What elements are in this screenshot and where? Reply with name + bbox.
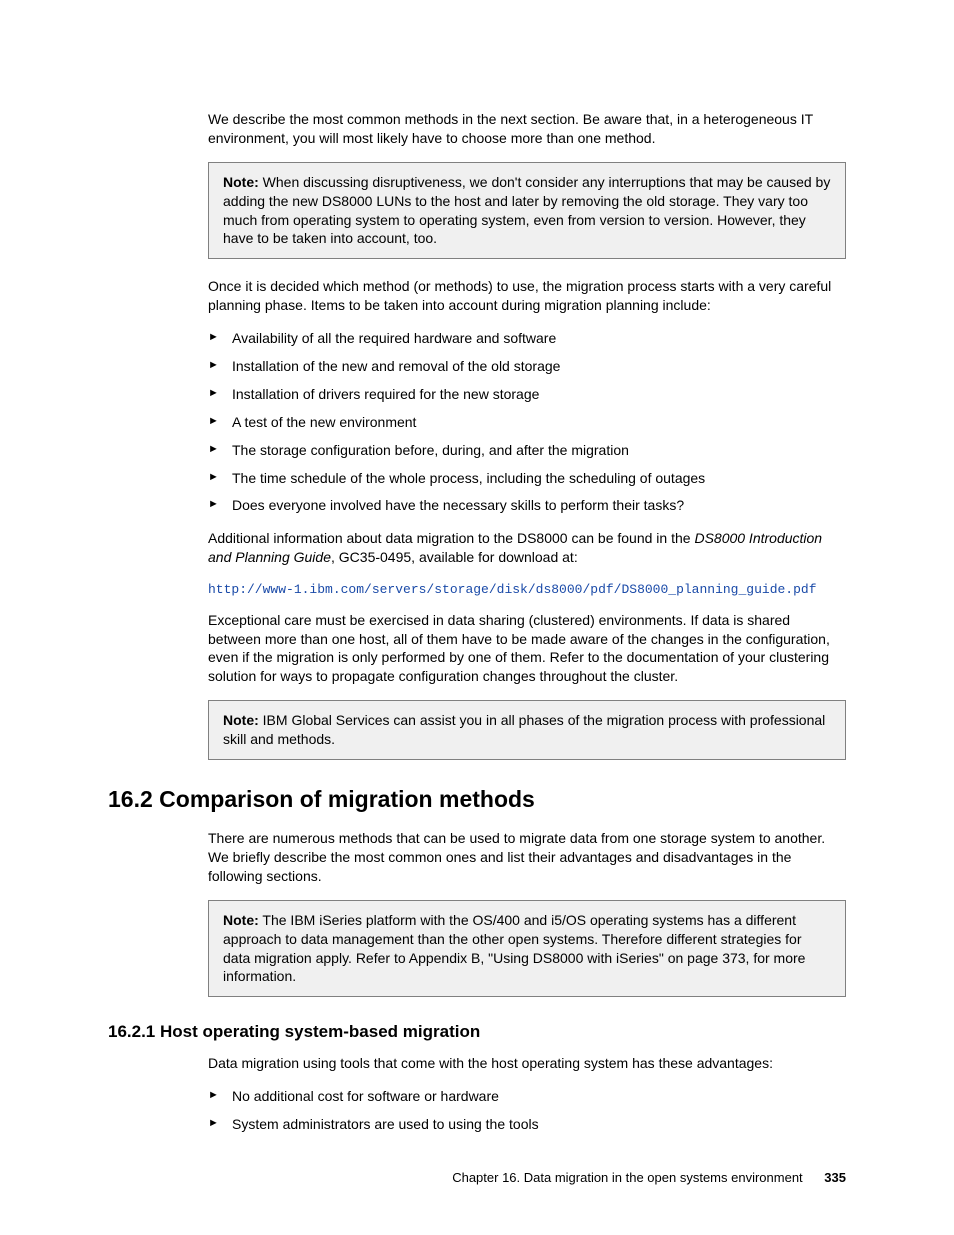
list-item: The time schedule of the whole process, … (208, 469, 846, 488)
list-item: Installation of the new and removal of t… (208, 357, 846, 376)
list-item: Availability of all the required hardwar… (208, 329, 846, 348)
list-item: No additional cost for software or hardw… (208, 1087, 846, 1106)
text-fragment: Additional information about data migrat… (208, 530, 694, 546)
note-box-global-services: Note: IBM Global Services can assist you… (208, 700, 846, 760)
footer-page-number: 335 (824, 1170, 846, 1185)
section-intro-paragraph: There are numerous methods that can be u… (208, 829, 846, 886)
intro-paragraph: We describe the most common methods in t… (208, 110, 846, 148)
list-item: A test of the new environment (208, 413, 846, 432)
list-item: System administrators are used to using … (208, 1115, 846, 1134)
planning-paragraph: Once it is decided which method (or meth… (208, 277, 846, 315)
note-text: IBM Global Services can assist you in al… (223, 712, 825, 747)
footer-chapter-text: Chapter 16. Data migration in the open s… (452, 1170, 802, 1185)
text-fragment: , GC35-0495, available for download at: (331, 549, 578, 565)
planning-items-list: Availability of all the required hardwar… (208, 329, 846, 515)
note-box-disruptiveness: Note: When discussing disruptiveness, we… (208, 162, 846, 260)
note-box-iseries: Note: The IBM iSeries platform with the … (208, 900, 846, 998)
cluster-paragraph: Exceptional care must be exercised in da… (208, 611, 846, 687)
list-item: Does everyone involved have the necessar… (208, 496, 846, 515)
additional-info-paragraph: Additional information about data migrat… (208, 529, 846, 567)
list-item: Installation of drivers required for the… (208, 385, 846, 404)
note-text: When discussing disruptiveness, we don't… (223, 174, 830, 247)
advantages-list: No additional cost for software or hardw… (208, 1087, 846, 1134)
document-page: We describe the most common methods in t… (0, 0, 954, 1134)
note-label: Note: (223, 712, 259, 728)
note-label: Note: (223, 174, 259, 190)
planning-guide-link[interactable]: http://www-1.ibm.com/servers/storage/dis… (208, 581, 846, 599)
note-label: Note: (223, 912, 259, 928)
subheading-16-2-1: 16.2.1 Host operating system-based migra… (108, 1021, 846, 1044)
list-item: The storage configuration before, during… (208, 441, 846, 460)
section-heading-16-2: 16.2 Comparison of migration methods (108, 784, 846, 815)
note-text: The IBM iSeries platform with the OS/400… (223, 912, 805, 985)
subsection-intro-paragraph: Data migration using tools that come wit… (208, 1054, 846, 1073)
page-footer: Chapter 16. Data migration in the open s… (0, 1169, 846, 1187)
